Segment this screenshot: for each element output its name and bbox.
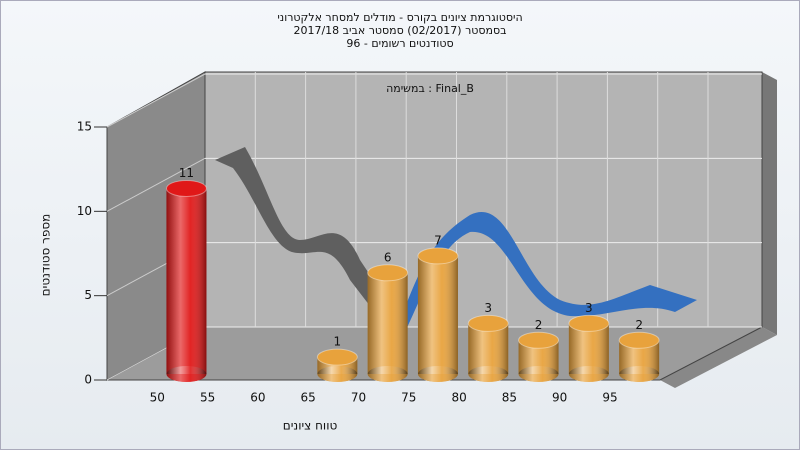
data-label: 3 — [585, 301, 593, 315]
bar-group: 3 — [467, 301, 509, 382]
bar-group: 2 — [518, 318, 560, 382]
annotation: במשימה : Final_B — [386, 82, 474, 95]
data-label: 2 — [535, 318, 543, 332]
grid-line — [106, 157, 206, 212]
y-tick-label: 5 — [84, 288, 92, 302]
wall-edge — [762, 72, 777, 335]
y-axis-label: מספר סטודנטים — [39, 214, 53, 297]
bar-shade — [568, 323, 609, 374]
curve-ribbon — [400, 211, 697, 332]
x-tick-label: 50 — [150, 391, 165, 405]
bar-top — [417, 247, 459, 265]
bar-group: 7 — [417, 233, 459, 382]
bar-group: 2 — [618, 318, 660, 382]
data-label: 11 — [179, 166, 194, 180]
x-tick-label: 70 — [351, 391, 366, 405]
y-tick-label: 0 — [84, 373, 92, 387]
x-tick-label: 90 — [552, 391, 567, 405]
bar-group: 3 — [568, 301, 610, 382]
data-label: 7 — [434, 233, 442, 247]
chart-title: היסטוגרמת ציונים בקורס - מודלים למסחר אל… — [277, 11, 522, 24]
bar-group: 1 — [316, 335, 358, 382]
curve-ribbon — [215, 147, 400, 332]
data-label: 1 — [334, 335, 342, 349]
x-tick-label: 85 — [502, 391, 517, 405]
x-axis-label: טווח ציונים — [283, 419, 338, 433]
x-tick-label: 80 — [451, 391, 466, 405]
data-label: 2 — [635, 318, 643, 332]
back-wall — [204, 71, 763, 328]
bar-top — [467, 314, 509, 332]
y-tick-label: 15 — [77, 120, 92, 134]
bar-top — [568, 314, 610, 332]
bar-top — [367, 264, 409, 282]
x-tick-label: 60 — [250, 391, 265, 405]
bar-group: 6 — [367, 250, 409, 382]
x-tick-label: 75 — [401, 391, 416, 405]
data-label: 6 — [384, 250, 392, 264]
bar-shade — [166, 188, 207, 374]
bar-top — [618, 331, 660, 349]
x-tick-label: 95 — [602, 391, 617, 405]
bar-shade — [417, 255, 458, 374]
x-tick-label: 65 — [301, 391, 316, 405]
bar-top — [518, 331, 560, 349]
chart-title: בסמסטר (02/2017) סמסטר אביב 2017/18 — [293, 24, 506, 37]
y-tick-label: 10 — [77, 204, 92, 218]
floor-edge — [660, 327, 777, 388]
bar-top — [165, 179, 207, 197]
chart-title: סטודנטים רשומים - 96 — [346, 37, 453, 50]
x-tick-label: 55 — [200, 391, 215, 405]
grid-line — [106, 73, 206, 128]
bar-shade — [367, 272, 408, 374]
bar-group: 11 — [165, 166, 207, 382]
bar-shade — [468, 323, 509, 374]
data-label: 3 — [484, 301, 492, 315]
bar-top — [316, 348, 358, 366]
